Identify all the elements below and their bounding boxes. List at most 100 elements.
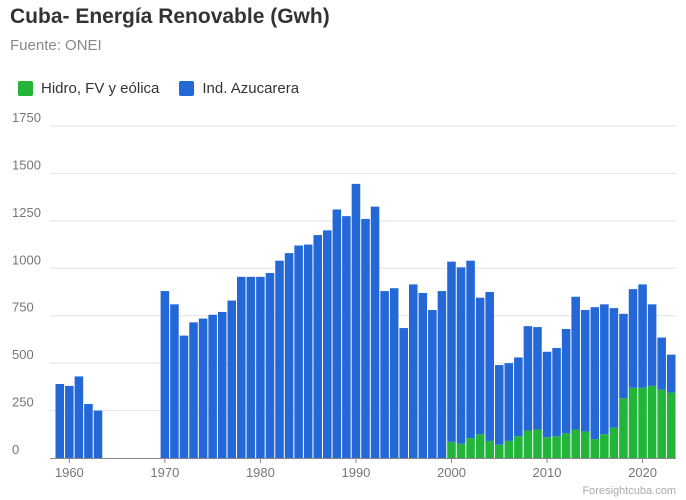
- legend-label-hidro: Hidro, FV y eólica: [41, 80, 160, 97]
- bar-azucarera: [351, 183, 361, 458]
- bar-hidro: [475, 434, 485, 458]
- bar-azucarera: [323, 230, 332, 458]
- y-tick-label: 750: [12, 300, 34, 315]
- bar-azucarera: [265, 273, 275, 458]
- bar-azucarera: [628, 289, 638, 388]
- bar-azucarera: [256, 276, 265, 458]
- bar-azucarera: [428, 310, 437, 458]
- bar-hidro: [571, 429, 580, 458]
- bar-azucarera: [437, 291, 447, 458]
- bar-azucarera: [571, 296, 580, 430]
- bar-azucarera: [65, 385, 74, 458]
- bar-azucarera: [504, 363, 514, 441]
- bar-hidro: [666, 392, 676, 458]
- y-tick-label: 500: [12, 347, 34, 362]
- bar-azucarera: [189, 322, 198, 458]
- bar-azucarera: [647, 304, 657, 386]
- bar-azucarera: [246, 276, 256, 458]
- x-tick-label: 2010: [533, 465, 562, 480]
- bar-azucarera: [93, 410, 103, 458]
- bar-azucarera: [179, 335, 189, 458]
- bar-azucarera: [74, 376, 84, 458]
- bar-hidro: [466, 438, 475, 458]
- source-credit: Foresightcuba.com: [582, 485, 676, 497]
- bar-hidro: [514, 436, 523, 458]
- bar-azucarera: [380, 291, 389, 458]
- bars: [55, 183, 676, 458]
- bar-azucarera: [447, 261, 456, 442]
- legend-swatch-azucarera: [179, 81, 195, 96]
- bar-azucarera: [418, 292, 428, 458]
- bar-azucarera: [84, 403, 93, 458]
- bar-azucarera: [399, 328, 408, 458]
- bar-azucarera: [561, 328, 571, 434]
- axes: 0 250 500 750 1000 1250 1500 1750 1960 1970 1980 19…: [12, 110, 676, 480]
- bar-azucarera: [284, 253, 294, 458]
- legend-item-azucarera[interactable]: Ind. Azucarera: [179, 80, 299, 97]
- bar-azucarera: [494, 365, 504, 445]
- x-tick-label: 1960: [55, 465, 84, 480]
- bar-azucarera: [275, 260, 284, 458]
- bar-hidro: [552, 436, 561, 458]
- bar-azucarera: [208, 314, 217, 458]
- bar-hidro: [609, 427, 619, 458]
- bar-azucarera: [552, 347, 561, 437]
- x-tick-label: 2020: [628, 465, 657, 480]
- x-tick-label: 1970: [150, 465, 179, 480]
- bar-azucarera: [533, 327, 542, 430]
- bar-hidro: [638, 387, 647, 458]
- bar-azucarera: [227, 300, 237, 458]
- bar-azucarera: [638, 284, 647, 388]
- bar-azucarera: [456, 267, 466, 444]
- bar-azucarera: [237, 276, 246, 458]
- legend-label-azucarera: Ind. Azucarera: [202, 80, 300, 97]
- bar-hidro: [504, 440, 514, 458]
- bar-hidro: [533, 429, 542, 458]
- bar-azucarera: [657, 337, 666, 390]
- bar-azucarera: [408, 284, 418, 458]
- y-tick-label: 1000: [12, 252, 41, 267]
- bar-hidro: [580, 431, 590, 458]
- bar-hidro: [600, 434, 609, 458]
- legend-item-hidro[interactable]: Hidro, FV y eólica: [18, 80, 159, 97]
- chart-subtitle: Fuente: ONEI: [10, 37, 102, 54]
- bar-azucarera: [514, 357, 523, 437]
- x-tick-label: 1990: [341, 465, 370, 480]
- bar-azucarera: [217, 311, 227, 458]
- bar-azucarera: [590, 307, 600, 440]
- y-tick-label: 250: [12, 395, 34, 410]
- bar-azucarera: [619, 313, 628, 399]
- bar-azucarera: [332, 209, 342, 458]
- chart-title: Cuba- Energía Renovable (Gwh): [10, 5, 330, 28]
- bar-azucarera: [466, 260, 475, 439]
- bar-hidro: [542, 437, 552, 458]
- bar-hidro: [647, 385, 657, 458]
- bar-azucarera: [475, 297, 485, 435]
- bar-hidro: [523, 430, 533, 458]
- bar-azucarera: [485, 292, 494, 441]
- y-tick-label: 1250: [12, 205, 41, 220]
- bar-azucarera: [313, 235, 323, 458]
- x-tick-label: 1980: [246, 465, 275, 480]
- y-tick-label: 1500: [12, 157, 41, 172]
- bar-azucarera: [370, 206, 380, 458]
- bar-hidro: [619, 398, 628, 458]
- bar-hidro: [628, 387, 638, 458]
- bar-azucarera: [361, 218, 370, 458]
- bar-azucarera: [170, 304, 179, 458]
- bar-azucarera: [580, 310, 590, 432]
- bar-azucarera: [542, 351, 552, 438]
- bar-azucarera: [342, 216, 351, 458]
- legend-swatch-hidro: [18, 81, 33, 96]
- y-tick-label: 1750: [12, 110, 41, 125]
- bar-hidro: [447, 441, 456, 458]
- bar-azucarera: [294, 245, 303, 458]
- bar-hidro: [485, 440, 494, 458]
- bar-azucarera: [55, 384, 65, 458]
- bar-azucarera: [523, 326, 533, 431]
- bar-azucarera: [303, 244, 313, 458]
- bar-azucarera: [160, 291, 170, 458]
- y-tick-label: 0: [12, 442, 19, 457]
- bar-hidro: [561, 433, 571, 458]
